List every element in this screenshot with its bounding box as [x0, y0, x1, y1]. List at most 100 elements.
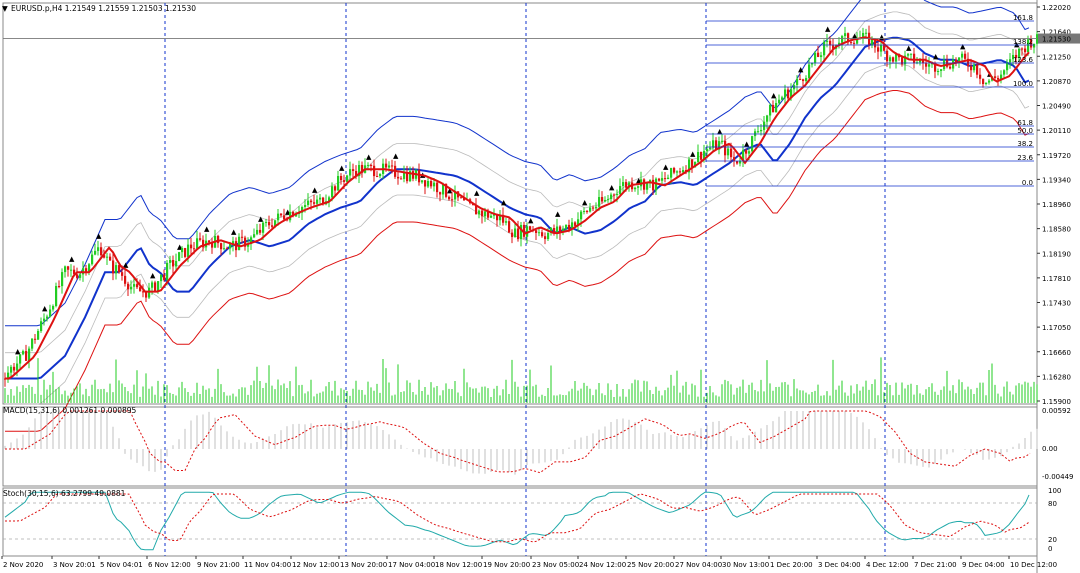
candle-body[interactable]	[478, 210, 481, 215]
candle-body[interactable]	[307, 200, 310, 205]
candle-body[interactable]	[733, 157, 736, 162]
candle-body[interactable]	[436, 182, 439, 193]
candle-body[interactable]	[91, 254, 94, 265]
candle-body[interactable]	[883, 45, 886, 51]
candle-body[interactable]	[34, 338, 37, 340]
candle-body[interactable]	[256, 229, 259, 235]
candle-body[interactable]	[208, 240, 211, 243]
candle-body[interactable]	[838, 42, 841, 46]
candle-body[interactable]	[343, 180, 346, 182]
candle-body[interactable]	[244, 237, 247, 247]
candle-body[interactable]	[853, 42, 856, 44]
candle-body[interactable]	[769, 104, 772, 116]
candle-body[interactable]	[271, 225, 274, 227]
candle-body[interactable]	[628, 182, 631, 188]
candle-body[interactable]	[997, 77, 1000, 80]
candle-body[interactable]	[619, 186, 622, 194]
candle-body[interactable]	[928, 64, 931, 67]
candle-body[interactable]	[646, 182, 649, 190]
candle-body[interactable]	[577, 219, 580, 226]
candle-body[interactable]	[823, 41, 826, 56]
candle-body[interactable]	[760, 129, 763, 132]
candle-body[interactable]	[304, 204, 307, 208]
candle-body[interactable]	[160, 274, 163, 282]
candle-body[interactable]	[655, 178, 658, 191]
candle-body[interactable]	[106, 256, 109, 258]
candle-body[interactable]	[295, 213, 298, 217]
candle-body[interactable]	[301, 207, 304, 213]
candle-body[interactable]	[901, 57, 904, 65]
candle-body[interactable]	[7, 372, 10, 380]
candle-body[interactable]	[958, 57, 961, 63]
candle-body[interactable]	[562, 228, 565, 233]
candle-body[interactable]	[133, 284, 136, 287]
candle-body[interactable]	[526, 226, 529, 237]
candle-body[interactable]	[259, 229, 262, 233]
candle-body[interactable]	[817, 52, 820, 57]
candle-body[interactable]	[388, 165, 391, 168]
candle-body[interactable]	[175, 261, 178, 267]
candle-body[interactable]	[124, 275, 127, 284]
candle-body[interactable]	[115, 265, 118, 274]
candle-body[interactable]	[703, 151, 706, 160]
candle-body[interactable]	[661, 178, 664, 181]
candle-body[interactable]	[949, 66, 952, 69]
candle-body[interactable]	[547, 232, 550, 240]
candle-body[interactable]	[694, 161, 697, 168]
candle-body[interactable]	[64, 266, 67, 273]
candle-body[interactable]	[922, 59, 925, 64]
candle-body[interactable]	[850, 42, 853, 44]
candle-body[interactable]	[796, 78, 799, 86]
candle-body[interactable]	[433, 182, 436, 187]
candle-body[interactable]	[925, 63, 928, 67]
candle-body[interactable]	[718, 141, 721, 150]
candle-body[interactable]	[652, 179, 655, 191]
candle-body[interactable]	[937, 70, 940, 72]
candle-body[interactable]	[397, 176, 400, 179]
candle-body[interactable]	[517, 228, 520, 240]
candle-body[interactable]	[118, 265, 121, 273]
candle-body[interactable]	[31, 338, 34, 349]
candle-body[interactable]	[856, 39, 859, 44]
candle-body[interactable]	[940, 69, 943, 71]
candle-body[interactable]	[784, 89, 787, 98]
candle-body[interactable]	[604, 200, 607, 202]
candle-body[interactable]	[313, 202, 316, 204]
candle-body[interactable]	[10, 366, 13, 373]
candle-body[interactable]	[736, 161, 739, 164]
candle-body[interactable]	[715, 140, 718, 150]
candle-body[interactable]	[448, 196, 451, 200]
candle-body[interactable]	[964, 53, 967, 59]
candle-body[interactable]	[352, 169, 355, 172]
candle-body[interactable]	[1030, 39, 1033, 48]
candle-body[interactable]	[199, 238, 202, 240]
candle-body[interactable]	[163, 274, 166, 280]
candle-body[interactable]	[529, 226, 532, 230]
candle-body[interactable]	[742, 150, 745, 161]
candle-body[interactable]	[748, 151, 751, 154]
candle-body[interactable]	[73, 269, 76, 275]
candle-body[interactable]	[589, 207, 592, 212]
candle-body[interactable]	[844, 33, 847, 37]
candle-body[interactable]	[1018, 48, 1021, 59]
candle-body[interactable]	[535, 230, 538, 233]
candle-body[interactable]	[841, 36, 844, 43]
candle-body[interactable]	[832, 45, 835, 49]
candle-body[interactable]	[226, 248, 229, 250]
candle-body[interactable]	[508, 221, 511, 233]
candle-body[interactable]	[676, 171, 679, 173]
candle-body[interactable]	[130, 286, 133, 290]
candle-body[interactable]	[1003, 70, 1006, 75]
candle-body[interactable]	[934, 62, 937, 72]
candle-body[interactable]	[40, 321, 43, 331]
candle-body[interactable]	[709, 147, 712, 150]
candle-body[interactable]	[802, 79, 805, 82]
candle-body[interactable]	[538, 232, 541, 234]
candle-body[interactable]	[172, 260, 175, 267]
candle-body[interactable]	[283, 215, 286, 220]
candle-body[interactable]	[265, 222, 268, 224]
candle-body[interactable]	[55, 285, 58, 306]
candle-body[interactable]	[787, 89, 790, 99]
candle-body[interactable]	[109, 256, 112, 261]
candle-body[interactable]	[424, 180, 427, 187]
